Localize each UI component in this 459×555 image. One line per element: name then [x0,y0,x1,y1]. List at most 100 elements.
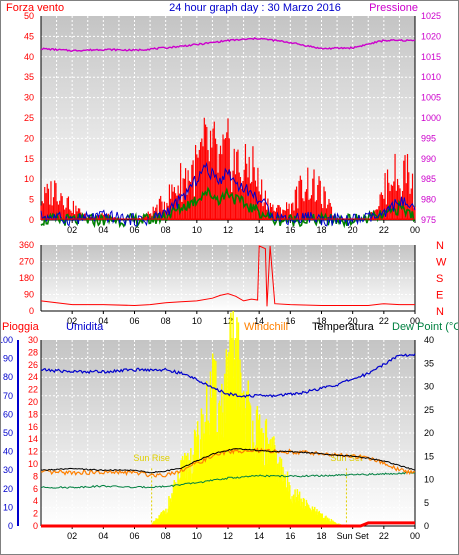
temperature-humidity-xtick-label: 10 [192,531,202,541]
pressure-tick-label: 1020 [421,31,441,41]
wind-pressure-xtick-label: 00 [410,225,420,235]
rain-tick-label: 18 [28,409,38,419]
temperature-humidity-xtick-label: 12 [223,531,233,541]
windchill-label: Windchill [244,321,288,333]
rain-tick-label: 12 [28,447,38,457]
wind-pressure-xtick-label: 04 [98,225,108,235]
humidity-tick-label: 80 [3,372,13,382]
pressure-tick-label: 990 [421,154,436,164]
temperature-label: Temperatura [312,321,375,333]
temperature-humidity-xtick-label: 22 [379,531,389,541]
wind-pressure-xtick-label: 12 [223,225,233,235]
wind-direction-xtick-label: 10 [192,316,202,326]
temperature-tick-label: 5 [424,498,429,508]
pressure-tick-label: 980 [421,195,436,205]
wind-direction-xtick-label: 06 [129,316,139,326]
humidity-tick-label: 50 [3,428,13,438]
compass-label: N [436,240,444,252]
compass-label: W [436,257,447,269]
humidity-tick-label: 20 [3,484,13,494]
rain-tick-label: 24 [28,372,38,382]
pressure-tick-label: 1010 [421,72,441,82]
rain-tick-label: 0 [33,521,38,531]
wind-direction-xtick-label: 04 [98,316,108,326]
temperature-humidity-xtick-label: 16 [285,531,295,541]
wind-direction-xtick-label: 18 [316,316,326,326]
pressure-tick-label: 1000 [421,113,441,123]
humidity-tick-label: 40 [3,447,13,457]
wind-force-tick-label: 35 [24,72,34,82]
rain-tick-label: 8 [33,471,38,481]
humidity-label: Umidita [66,321,104,333]
wind-pressure-series [40,37,416,229]
wind-pressure-xtick-label: 02 [67,225,77,235]
pressure-tick-label: 985 [421,174,436,184]
rain-tick-label: 6 [33,484,38,494]
pressure-tick-label: 975 [421,215,436,225]
temperature-tick-label: 10 [424,475,434,485]
wind-direction-xtick-label: 02 [67,316,77,326]
rain-tick-label: 14 [28,434,38,444]
graph-title: 24 hour graph day : 30 Marzo 2016 [169,2,341,14]
wind-direction-line [40,245,415,307]
sun-annotation: Sun Rise [133,453,170,463]
rain-tick-label: 16 [28,422,38,432]
rain-tick-label: 22 [28,385,38,395]
wind-direction-series [40,245,415,307]
temperature-humidity-chart: 0102030405060708090100024681012141618202… [0,310,434,541]
pressure-tick-label: 1025 [421,11,441,21]
wind-direction-xtick-label: 12 [223,316,233,326]
wind-force-tick-label: 15 [24,154,34,164]
pressure-tick-label: 1015 [421,52,441,62]
wind-pressure-xtick-label: 10 [192,225,202,235]
wind-force-tick-label: 25 [24,113,34,123]
humidity-tick-label: 70 [3,391,13,401]
wind-force-tick-label: 30 [24,93,34,103]
temperature-humidity-xtick-label: 08 [161,531,171,541]
rain-tick-label: 28 [28,347,38,357]
rain-tick-label: 30 [28,335,38,345]
rain-tick-label: 26 [28,360,38,370]
wind-force-tick-label: 20 [24,133,34,143]
wind-force-tick-label: 50 [24,11,34,21]
sun-annotation: Sun Set [330,453,363,463]
temperature-tick-label: 0 [424,521,429,531]
avg-wind-line [40,186,416,229]
temperature-tick-label: 15 [424,451,434,461]
wind-force-tick-label: 10 [24,174,34,184]
pressure-tick-label: 995 [421,133,436,143]
temperature-humidity-xtick-label: 14 [254,531,264,541]
humidity-tick-label: 90 [3,354,13,364]
pressure-tick-label: 1005 [421,93,441,103]
wind-pressure-xtick-label: 18 [316,225,326,235]
wind-pressure-xtick-label: 14 [254,225,264,235]
wind-direction-xtick-label: 08 [161,316,171,326]
wind-direction-xtick-label: 14 [254,316,264,326]
humidity-tick-label: 0 [8,521,13,531]
wind-direction-tick-label: 270 [19,257,34,267]
wind-force-label: Forza vento [6,2,64,14]
wind-direction-xtick-label: 20 [348,316,358,326]
wind-pressure-xtick-label: 06 [129,225,139,235]
compass-label: E [436,290,443,302]
wind-direction-tick-label: 0 [29,306,34,316]
humidity-line [40,353,416,399]
temperature-humidity-xtick-label: Sun Set [337,531,370,541]
wind-force-tick-label: 45 [24,31,34,41]
temperature-humidity-xtick-label: 02 [67,531,77,541]
wind-pressure-chart: 0510152025303540455097598098599099510001… [24,11,441,235]
wind-direction-xtick-label: 22 [379,316,389,326]
temperature-tick-label: 30 [424,382,434,392]
wind-direction-grid [41,245,415,311]
temperature-tick-label: 40 [424,335,434,345]
wind-pressure-xtick-label: 20 [348,225,358,235]
pressure-line [40,37,416,53]
temperature-tick-label: 35 [424,358,434,368]
wind-force-tick-label: 5 [29,195,34,205]
compass-label: S [436,273,443,285]
humidity-tick-label: 10 [3,502,13,512]
wind-direction-tick-label: 180 [19,273,34,283]
temperature-humidity-xtick-label: 04 [98,531,108,541]
rain-line [41,521,415,528]
